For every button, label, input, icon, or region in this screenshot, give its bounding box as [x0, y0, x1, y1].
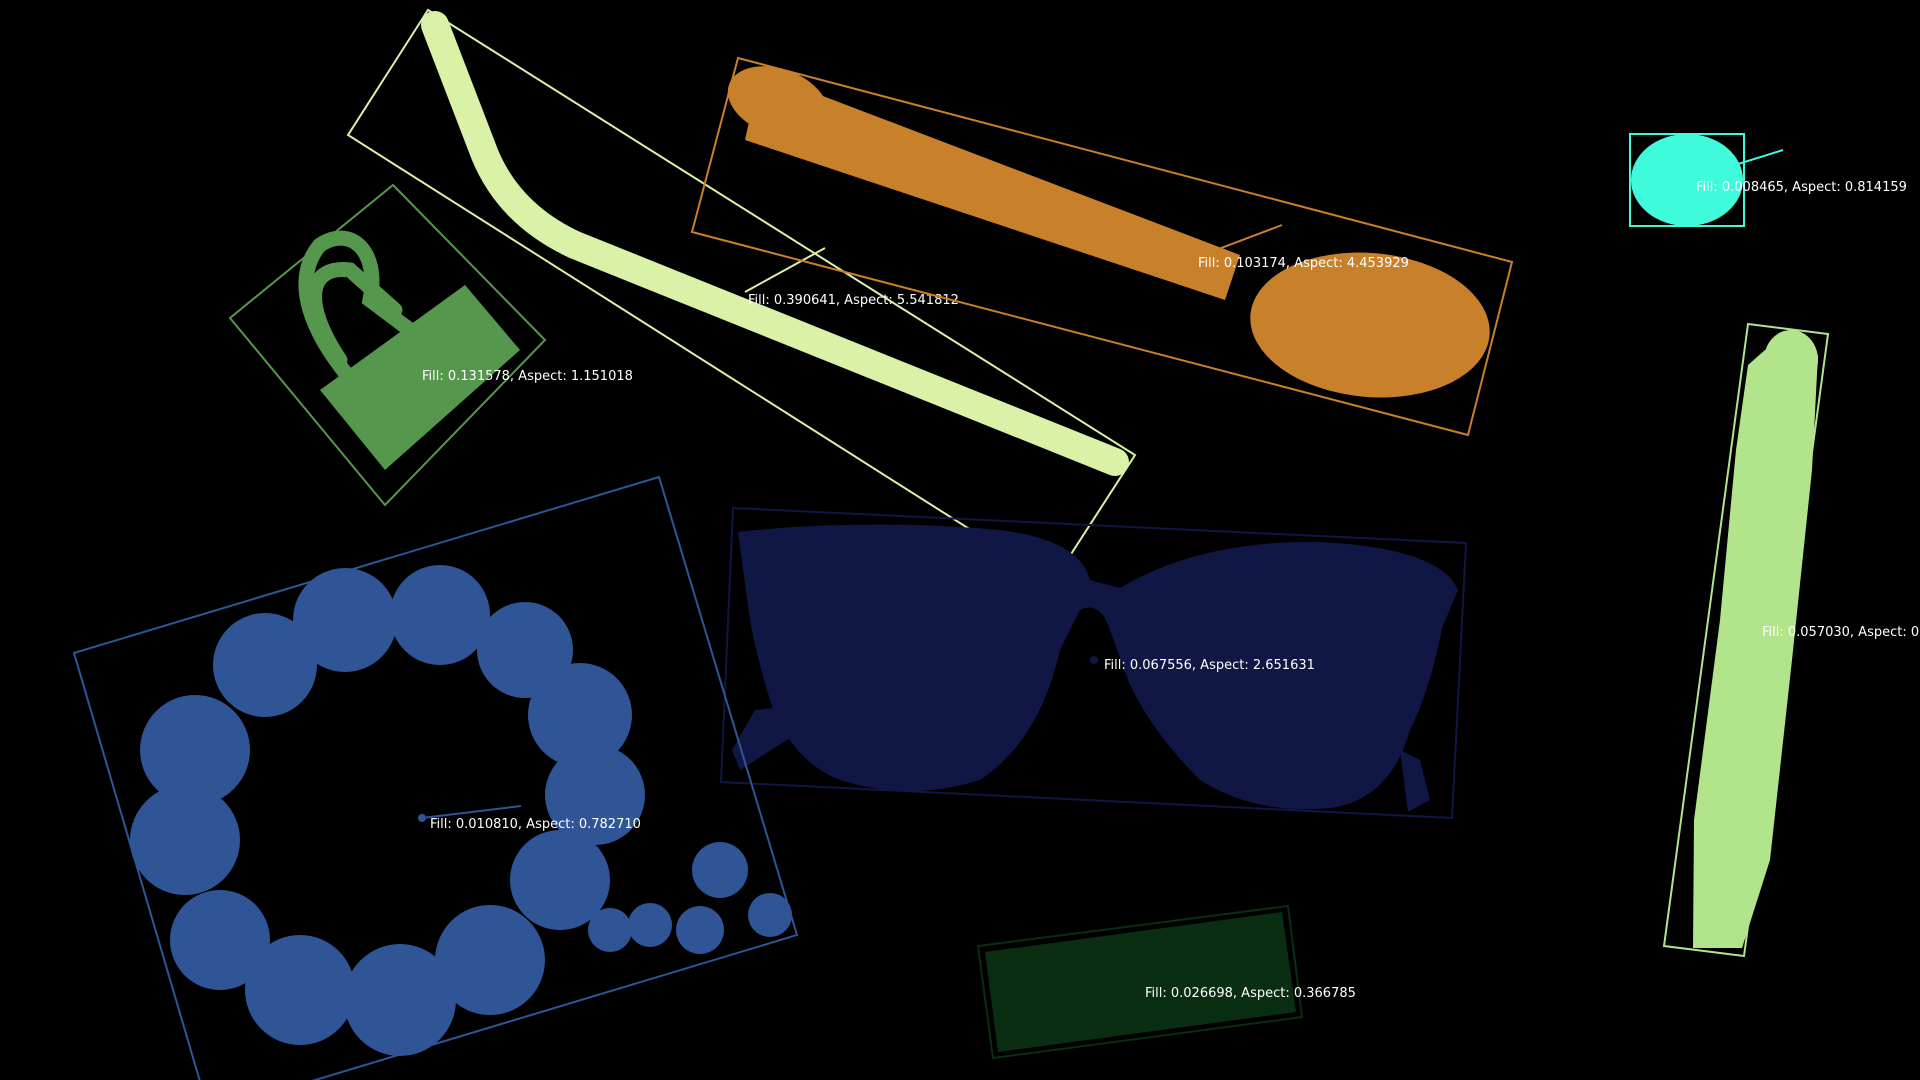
binder-clip-object: Fill: 0.131578, Aspect: 1.151018 [228, 183, 633, 507]
straw-label: Fill: 0.390641, Aspect: 5.541812 [748, 293, 959, 308]
sunglasses-bounding-box [719, 506, 1468, 820]
cap-orientation-line [1734, 149, 1784, 166]
cap-label: Fill: 0.008465, Aspect: 0.814159 [1696, 180, 1907, 195]
bracelet-bounding-box [72, 475, 799, 1080]
eraser-bounding-box [976, 904, 1304, 1060]
sunglasses-label: Fill: 0.067556, Aspect: 2.651631 [1104, 658, 1315, 673]
sunglasses-object: Fill: 0.067556, Aspect: 2.651631 [719, 506, 1468, 820]
straw-shape [421, 11, 1129, 476]
sunglasses-shape [732, 524, 1458, 812]
sunglasses-center-dot [1090, 656, 1098, 664]
bracelet-orientation-line [421, 805, 522, 819]
spoon-shape [727, 66, 1490, 398]
bracelet-label: Fill: 0.010810, Aspect: 0.782710 [430, 817, 641, 832]
pen-shape [1693, 330, 1818, 948]
binder-clip-wire-shape [298, 230, 418, 398]
bracelet-object: Fill: 0.010810, Aspect: 0.782710 [72, 475, 799, 1080]
binder-clip-label: Fill: 0.131578, Aspect: 1.151018 [422, 369, 633, 384]
binder-clip-bounding-box [228, 183, 547, 507]
bracelet-shape [130, 565, 792, 1056]
eraser-shape [985, 912, 1296, 1052]
pen-bounding-box [1662, 322, 1830, 958]
spoon-bounding-box [690, 56, 1514, 437]
eraser-object: Fill: 0.026698, Aspect: 0.366785 [976, 904, 1356, 1060]
spoon-object: Fill: 0.103174, Aspect: 4.453929 [690, 56, 1514, 437]
cap-object: Fill: 0.008465, Aspect: 0.814159 [1629, 133, 1907, 227]
cap-shape [1631, 134, 1743, 226]
pen-label: Fill: 0.057030, Aspect: 0 [1762, 625, 1919, 640]
eraser-label: Fill: 0.026698, Aspect: 0.366785 [1145, 986, 1356, 1001]
straw-orientation-line [744, 247, 826, 293]
spoon-orientation-line [1199, 224, 1283, 257]
spoon-label: Fill: 0.103174, Aspect: 4.453929 [1198, 256, 1409, 271]
pen-object: Fill: 0.057030, Aspect: 0 [1662, 322, 1919, 958]
binder-clip-shape [320, 285, 520, 470]
